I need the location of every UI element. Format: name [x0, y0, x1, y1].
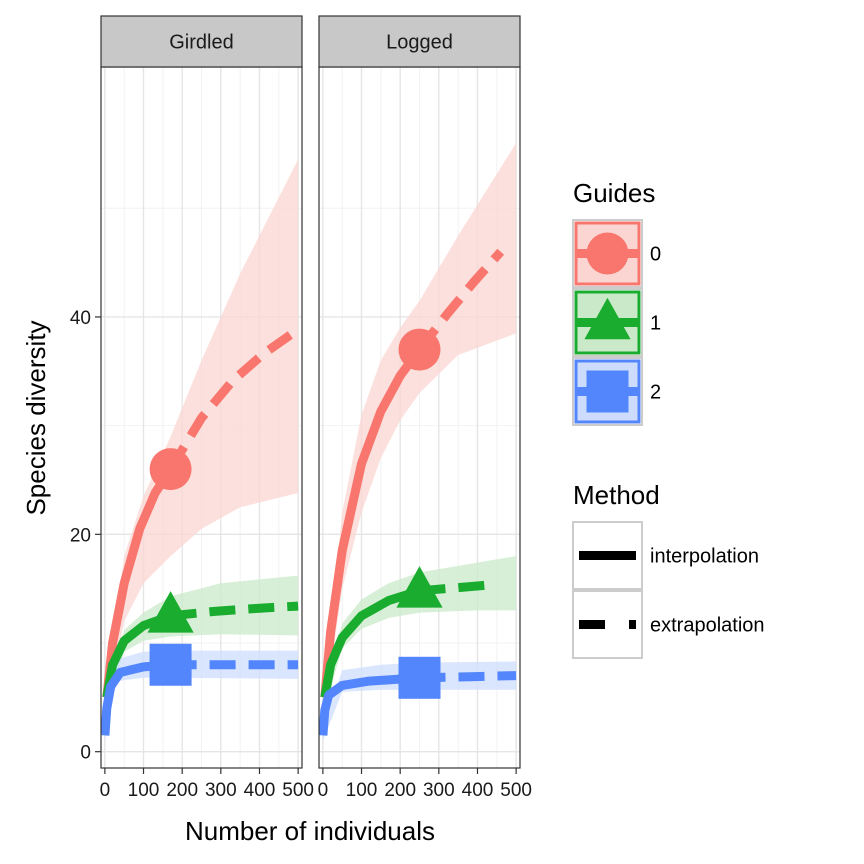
x-tick-label: 200 — [166, 780, 198, 801]
legend-guide-item-1: 1 — [572, 288, 661, 357]
strip-background — [100, 15, 303, 68]
legend-method-title: Method — [573, 480, 660, 510]
legend-guide-item-2: 2 — [572, 357, 661, 426]
legend-key-marker-triangle — [584, 297, 631, 340]
observed-point-guide-1 — [396, 566, 443, 608]
x-tick-label: 100 — [128, 780, 160, 801]
interpolation-line-guide-1 — [102, 611, 173, 699]
y-tick-label: 20 — [70, 525, 91, 546]
legend-guides-title: Guides — [573, 178, 655, 208]
legend-guide-label: 0 — [650, 244, 661, 266]
legend-key-marker-square — [586, 370, 629, 413]
legend-guide-label: 1 — [650, 313, 661, 335]
interpolation-line-guide-0 — [320, 346, 424, 698]
ci-ribbon-guide-0 — [106, 159, 299, 709]
panel-girdled: Girdled 0 100 200 300 400 500 0 20 40 — [70, 15, 314, 801]
x-tick-label: 500 — [500, 780, 532, 801]
y-tick-label: 0 — [80, 743, 91, 764]
legend-method-label: interpolation — [650, 546, 759, 568]
legend-guide-item-0: 0 — [572, 219, 661, 288]
x-tick-label: 0 — [318, 780, 329, 801]
legend-method: Method interpolation extrapolation — [572, 480, 765, 659]
y-tick-label: 40 — [70, 308, 91, 329]
x-tick-label: 500 — [282, 780, 314, 801]
ci-ribbon-guide-1 — [324, 556, 517, 709]
legend-method-item-extrapolation: extrapolation — [572, 590, 765, 659]
panel-logged: Logged 0 100 200 300 400 500 — [318, 15, 532, 801]
extrapolation-line-guide-1 — [170, 601, 299, 621]
legend-method-label: extrapolation — [650, 615, 765, 637]
legend-method-item-interpolation: interpolation — [572, 521, 759, 590]
y-axis-title: Species diversity — [21, 320, 51, 515]
x-tick-label: 300 — [423, 780, 455, 801]
interpolation-line-guide-2 — [319, 673, 420, 736]
x-tick-label: 400 — [462, 780, 494, 801]
x-tick-label: 100 — [346, 780, 378, 801]
observed-point-guide-2 — [398, 656, 441, 699]
legend-key-marker-circle — [586, 232, 629, 275]
legend-guide-label: 2 — [650, 382, 661, 404]
interpolation-line-guide-0 — [102, 466, 175, 698]
x-tick-label: 200 — [384, 780, 416, 801]
observed-point-guide-0 — [149, 448, 192, 491]
strip-label: Girdled — [169, 32, 233, 54]
strip-label: Logged — [386, 32, 453, 54]
observed-point-guide-0 — [398, 328, 441, 371]
interpolation-line-guide-2 — [101, 660, 171, 736]
extrapolation-line-guide-0 — [415, 248, 505, 353]
observed-point-guide-2 — [149, 643, 192, 686]
extrapolation-line-guide-0 — [166, 328, 297, 472]
legend-guides: Guides 0 1 2 — [572, 178, 661, 426]
x-tick-label: 0 — [100, 780, 111, 801]
x-tick-label: 300 — [205, 780, 237, 801]
observed-point-guide-1 — [147, 591, 194, 633]
interpolation-line-guide-1 — [320, 586, 421, 699]
x-axis-title: Number of individuals — [185, 816, 435, 846]
strip-background — [318, 15, 521, 68]
x-tick-label: 400 — [244, 780, 276, 801]
